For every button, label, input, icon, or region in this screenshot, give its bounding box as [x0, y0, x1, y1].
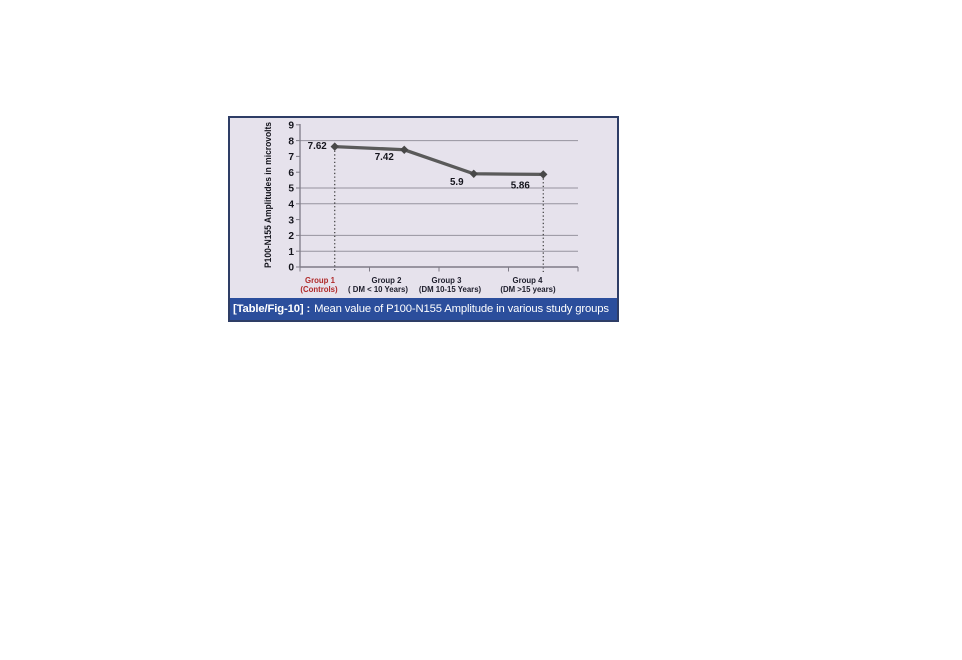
- y-tick-label: 0: [288, 263, 294, 274]
- y-tick-label: 6: [288, 168, 294, 179]
- line-chart: 0 1 2 3 4 5 6 7 8 9 7.62 7.42 5.9 5.86 Group 1(Control…: [263, 121, 579, 294]
- x-category-sublabel: ( DM < 10 Years): [348, 285, 408, 294]
- y-tick-label: 5: [288, 184, 294, 195]
- point-label: 7.42: [375, 152, 395, 163]
- figure-caption: [Table/Fig-10] : Mean value of P100-N155…: [230, 298, 617, 320]
- data-line: [334, 144, 544, 177]
- y-tick-label: 9: [288, 121, 294, 132]
- y-tick-label: 7: [288, 152, 294, 163]
- figure-table-fig-10: 0 1 2 3 4 5 6 7 8 9 7.62 7.42 5.9 5.86 Group 1 (Control…: [228, 116, 619, 322]
- data-point: [469, 169, 478, 178]
- data-point: [539, 170, 548, 179]
- chart-plot-area: 0 1 2 3 4 5 6 7 8 9 7.62 7.42 5.9 5.86 Group 1 (Control…: [230, 118, 617, 298]
- x-category-sublabel: (Controls): [300, 285, 338, 294]
- point-label: 5.86: [511, 180, 531, 191]
- x-category-label: Group 4: [513, 276, 544, 285]
- point-label: 5.9: [450, 177, 464, 188]
- y-tick-label: 8: [288, 136, 294, 147]
- data-point: [400, 145, 409, 154]
- x-category-sublabel: (DM >15 years): [500, 285, 556, 294]
- x-category-label: Group 2: [372, 276, 403, 285]
- figure-caption-text: Mean value of P100-N155 Amplitude in var…: [314, 303, 609, 315]
- x-category-label: Group 3: [432, 276, 463, 285]
- y-tick-label: 1: [288, 247, 294, 258]
- y-tick-label: 3: [288, 215, 294, 226]
- point-label: 7.62: [308, 141, 328, 152]
- x-category-sublabel: (DM 10-15 Years): [419, 285, 482, 294]
- x-category-label: Group 1: [305, 276, 336, 285]
- y-tick-label: 2: [288, 231, 294, 242]
- figure-caption-tag: [Table/Fig-10] :: [233, 303, 311, 315]
- y-tick-label: 4: [288, 200, 294, 211]
- y-axis-title: P100-N155 Amplitudes in microvolts: [263, 122, 273, 268]
- data-point: [330, 142, 339, 151]
